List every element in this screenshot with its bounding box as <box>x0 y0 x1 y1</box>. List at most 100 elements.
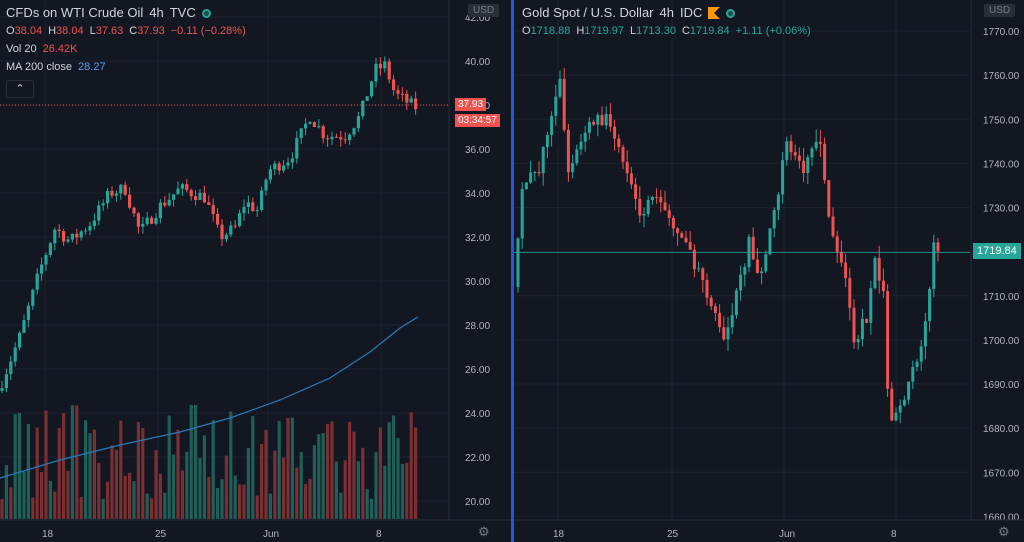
volume-bar <box>299 451 303 519</box>
ma-row[interactable]: MA 200 close 28.27 <box>6 58 246 76</box>
currency-badge[interactable]: USD <box>984 4 1016 17</box>
open-label: O <box>522 25 531 37</box>
volume-bar <box>216 487 220 519</box>
candle-body <box>13 347 17 362</box>
candle-body <box>545 135 549 148</box>
interval-label[interactable]: 4h <box>659 5 674 20</box>
price-axis-label: 1690.00 <box>983 380 1020 391</box>
candle-body <box>392 79 396 91</box>
live-status-dot-icon <box>201 8 211 18</box>
candle-body <box>48 243 52 255</box>
volume-bar <box>128 472 132 519</box>
volume-bar <box>119 420 123 519</box>
candle-body <box>44 254 48 265</box>
volume-bar <box>317 434 321 519</box>
price-axis-label: 30.00 <box>465 277 490 288</box>
candle-body <box>755 259 759 274</box>
candle-body <box>242 206 246 214</box>
candle-body <box>617 138 621 147</box>
settings-gear-icon[interactable]: ⚙ <box>478 524 490 539</box>
candle-body <box>684 237 688 243</box>
pane-divider[interactable] <box>511 0 514 542</box>
volume-bar <box>321 433 325 519</box>
symbol-title[interactable]: Gold Spot / U.S. Dollar <box>522 5 654 20</box>
volume-bar <box>392 415 396 519</box>
candle-body <box>128 194 132 208</box>
candle-body <box>533 172 537 174</box>
settings-gear-icon[interactable]: ⚙ <box>998 524 1010 539</box>
symbol-title[interactable]: CFDs on WTI Crude Oil <box>6 5 144 20</box>
candle-body <box>202 192 206 203</box>
candle-body <box>915 361 919 367</box>
volume-bar <box>18 412 22 519</box>
time-axis-label: 18 <box>553 529 565 540</box>
candle-body <box>145 217 149 224</box>
candle-body <box>26 305 30 321</box>
flag-icon[interactable] <box>708 7 721 19</box>
candle-body <box>304 123 308 129</box>
candle-body <box>541 147 545 174</box>
candle-body <box>734 290 738 316</box>
candle-body <box>132 207 136 214</box>
volume-row[interactable]: Vol 20 26.42K <box>6 40 246 58</box>
candle-body <box>101 203 105 206</box>
gold-chart-pane[interactable]: 1770.001760.001750.001740.001730.001720.… <box>514 0 1024 542</box>
gold-chart-canvas[interactable]: 1770.001760.001750.001740.001730.001720.… <box>514 0 1024 542</box>
candle-body <box>839 251 843 263</box>
candle-body <box>902 399 906 406</box>
volume-bar <box>194 404 198 519</box>
volume-bar <box>255 495 259 519</box>
candle-body <box>216 213 220 225</box>
close-label: C <box>129 25 138 37</box>
low-label: L <box>89 25 96 37</box>
oil-chart-canvas[interactable]: 42.0040.0038.0036.0034.0032.0030.0028.00… <box>0 0 512 542</box>
volume-bar <box>132 481 136 519</box>
low-label: L <box>630 25 637 37</box>
volume-bar <box>273 450 277 519</box>
candle-body <box>352 128 356 135</box>
volume-bar <box>286 417 290 519</box>
currency-badge[interactable]: USD <box>468 4 500 17</box>
collapse-legend-button[interactable]: ⌃ <box>6 80 34 98</box>
candle-body <box>97 205 101 221</box>
candle-body <box>566 129 570 173</box>
oil-legend: CFDs on WTI Crude Oil 4h TVC O38.04 H38.… <box>6 4 246 98</box>
candle-body <box>583 132 587 142</box>
price-axis-label: 22.00 <box>465 453 490 464</box>
volume-bar <box>224 455 228 519</box>
volume-bar <box>40 471 44 519</box>
candle-body <box>57 229 61 232</box>
volume-bar <box>57 428 61 519</box>
volume-bar <box>396 438 400 519</box>
price-axis-label: 28.00 <box>465 321 490 332</box>
oil-chart-pane[interactable]: 42.0040.0038.0036.0034.0032.0030.0028.00… <box>0 0 512 542</box>
candle-body <box>9 361 13 375</box>
volume-value: 26.42K <box>42 43 78 55</box>
volume-bar <box>53 491 57 519</box>
volume-bar <box>233 475 237 519</box>
candle-body <box>789 141 793 153</box>
candle-body <box>79 231 83 238</box>
oil-ohlc-row: O38.04 H38.04 L37.63 C37.93 −0.11 (−0.28… <box>6 22 246 40</box>
volume-bar <box>75 405 79 519</box>
exchange-label: TVC <box>169 5 196 20</box>
candle-body <box>806 157 810 173</box>
candle-body <box>928 288 932 322</box>
candle-body <box>923 321 927 347</box>
candle-body <box>592 121 596 125</box>
volume-bar <box>145 493 149 519</box>
volume-bar <box>4 465 8 519</box>
candle-body <box>400 93 404 95</box>
volume-bar <box>92 429 96 519</box>
candle-body <box>312 122 316 127</box>
candle-body <box>106 190 110 204</box>
candle-body <box>92 220 96 227</box>
candle-body <box>865 318 869 323</box>
candle-body <box>286 162 290 166</box>
time-axis-label: 18 <box>42 529 54 540</box>
candle-body <box>663 202 667 211</box>
candle-body <box>361 100 365 117</box>
candle-body <box>671 217 675 229</box>
volume-bar <box>163 492 167 519</box>
interval-label[interactable]: 4h <box>149 5 164 20</box>
